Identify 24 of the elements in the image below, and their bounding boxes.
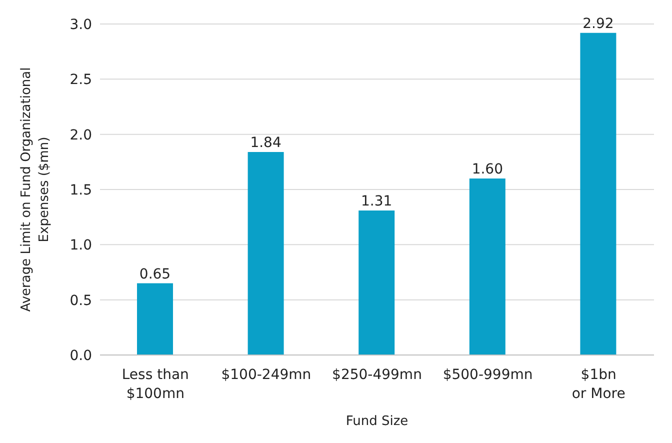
bar bbox=[358, 210, 395, 355]
y-tick-label: 0.0 bbox=[70, 348, 92, 364]
x-tick-label: $1bn or More bbox=[572, 367, 626, 402]
bar bbox=[248, 152, 284, 355]
y-axis-title: Average Limit on Fund Organizational Expenses ($mn) bbox=[19, 67, 52, 312]
y-tick-label: 0.5 bbox=[70, 292, 92, 309]
bar bbox=[137, 283, 173, 355]
bar bbox=[469, 178, 506, 355]
y-tick-label: 2.0 bbox=[70, 127, 92, 144]
y-tick-label: 1.5 bbox=[70, 182, 92, 198]
data-label: 2.92 bbox=[582, 16, 614, 32]
y-tick-label: 3.0 bbox=[70, 16, 92, 33]
x-axis-title: Fund Size bbox=[346, 414, 408, 429]
y-tick-label: 1.0 bbox=[70, 238, 92, 254]
data-label: 1.60 bbox=[472, 161, 503, 178]
data-label: 1.84 bbox=[250, 134, 282, 151]
x-tick-label: $250-499mn bbox=[332, 367, 422, 383]
x-tick-label: $100-249mn bbox=[221, 367, 312, 383]
y-tick-label: 2.5 bbox=[70, 72, 92, 88]
bar bbox=[580, 32, 616, 355]
x-tick-label: $500-999mn bbox=[442, 367, 533, 383]
data-label: 1.31 bbox=[361, 193, 392, 210]
data-label: 0.65 bbox=[139, 266, 171, 282]
x-tick-label: Less than $100mn bbox=[122, 367, 189, 402]
